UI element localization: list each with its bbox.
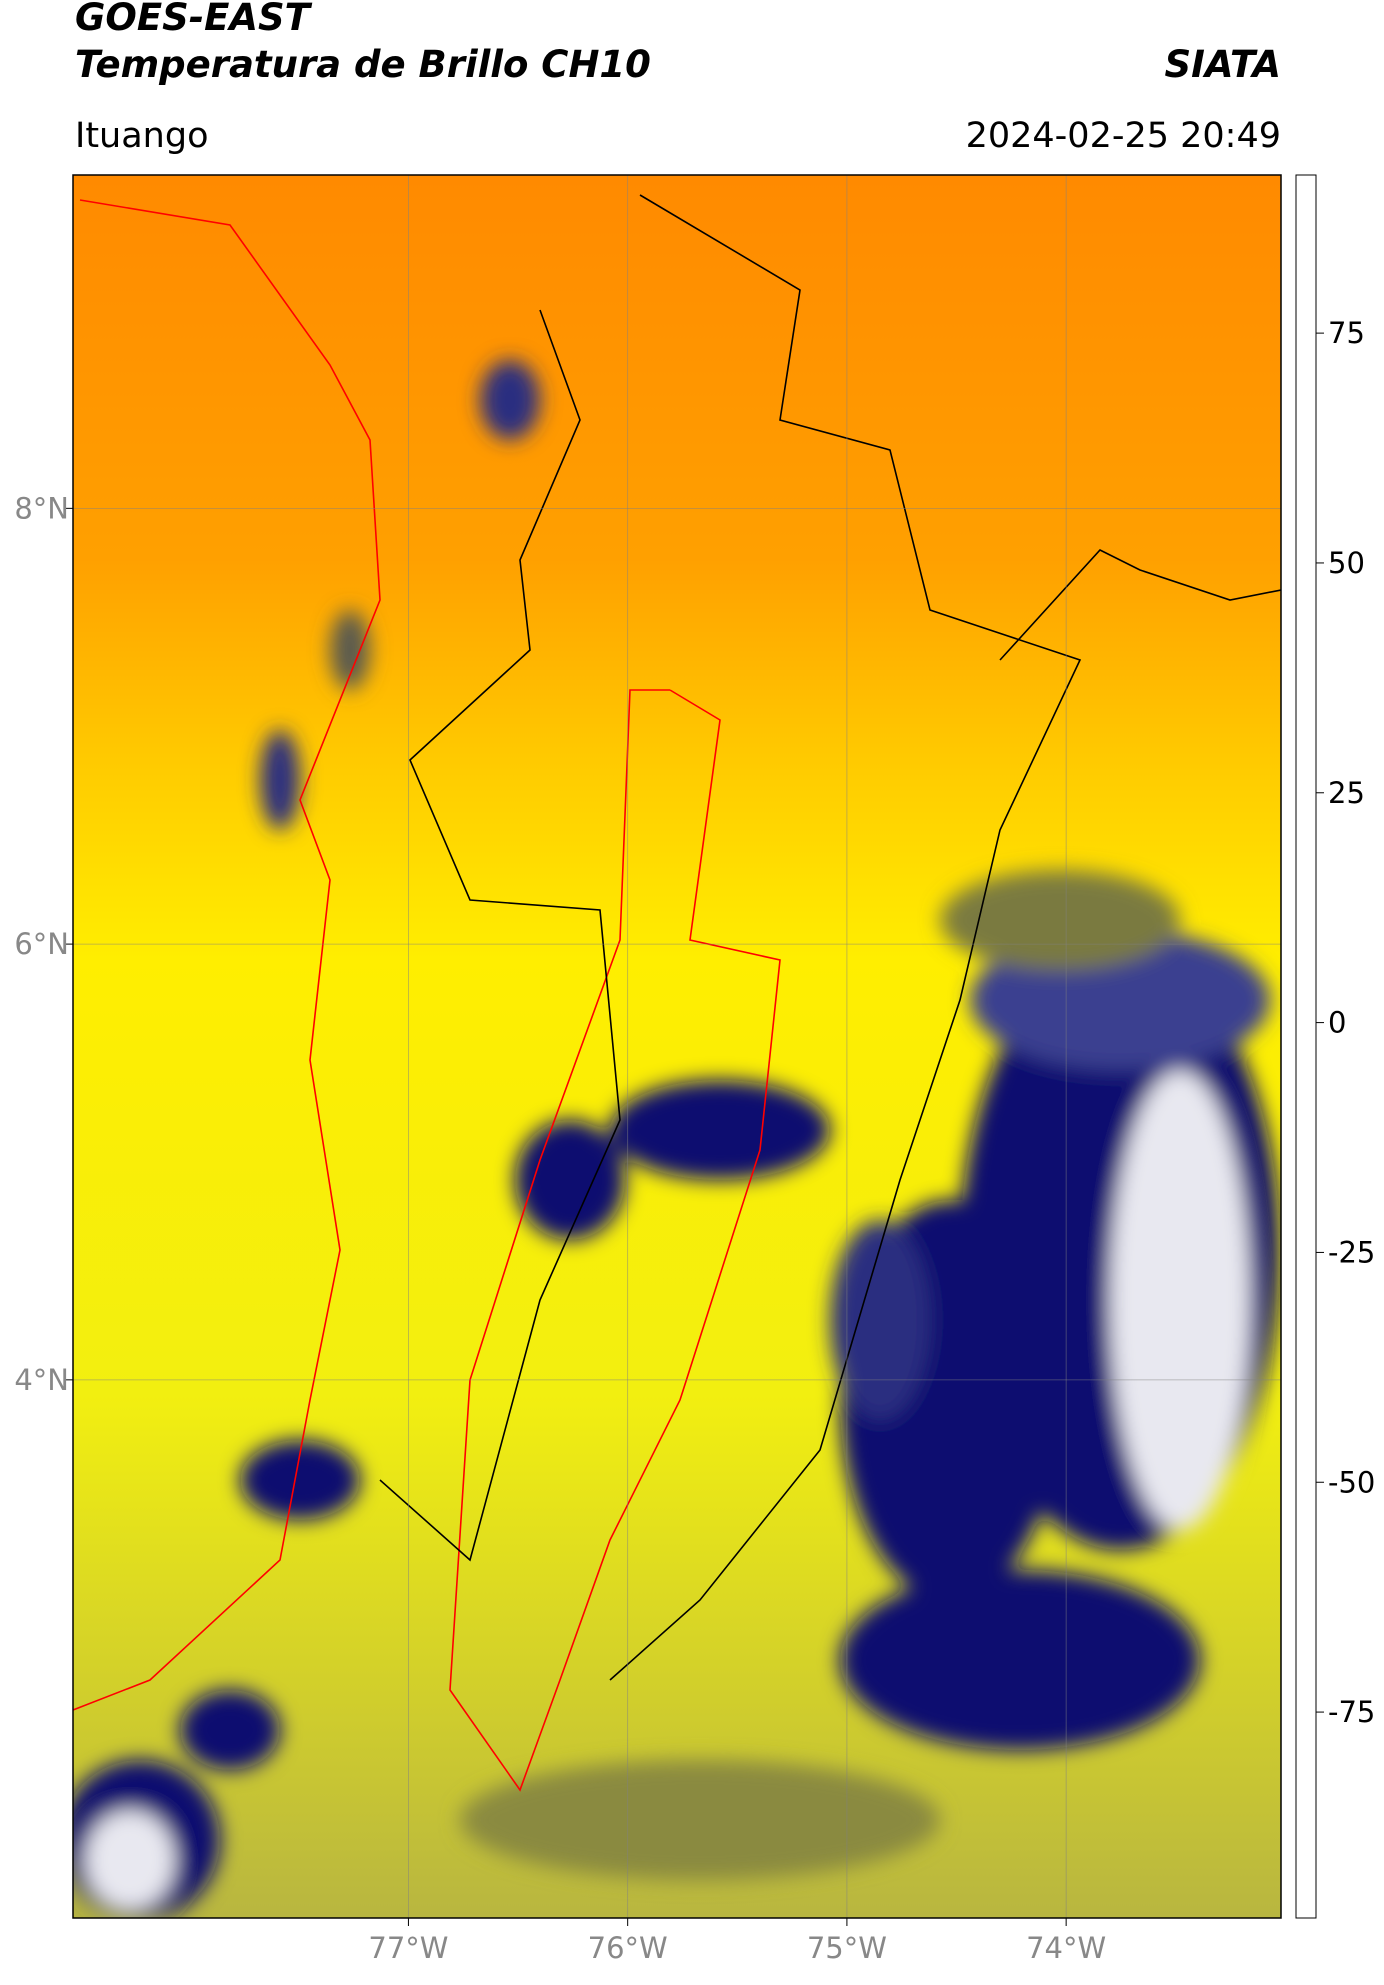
colorbar-tick-label: 50: [1328, 546, 1365, 580]
y-tick-label: 6°N: [14, 927, 69, 961]
colorbar: [1295, 174, 1317, 1919]
colorbar-tick-label: 75: [1328, 316, 1365, 350]
borders: [73, 194, 1281, 1792]
grid: [73, 175, 1281, 1918]
subtitle: Temperatura de Brillo CH10: [75, 43, 651, 86]
y-tick-label: 4°N: [14, 1363, 69, 1397]
y-tick-label: 8°N: [14, 491, 69, 525]
cloud-field: [73, 360, 1280, 1918]
colorbar-tick-label: -75: [1328, 1695, 1375, 1729]
title: GOES-EAST: [75, 0, 313, 39]
colorbar-tick-label: 25: [1328, 776, 1365, 810]
x-tick-label: 77°W: [368, 1931, 448, 1965]
colorbar-tick-label: -25: [1328, 1235, 1375, 1269]
map-image: [73, 175, 1281, 1918]
colorbar-tick-label: -50: [1328, 1465, 1375, 1499]
x-tick-label: 76°W: [588, 1931, 668, 1965]
source: SIATA: [1164, 43, 1281, 86]
map-frame: [72, 174, 1282, 1919]
colorbar-tick-label: 0: [1328, 1006, 1346, 1040]
location: Ituango: [75, 116, 209, 156]
datetime: 2024-02-25 20:49: [966, 116, 1281, 156]
x-tick-label: 75°W: [807, 1931, 887, 1965]
x-tick-label: 74°W: [1026, 1931, 1106, 1965]
